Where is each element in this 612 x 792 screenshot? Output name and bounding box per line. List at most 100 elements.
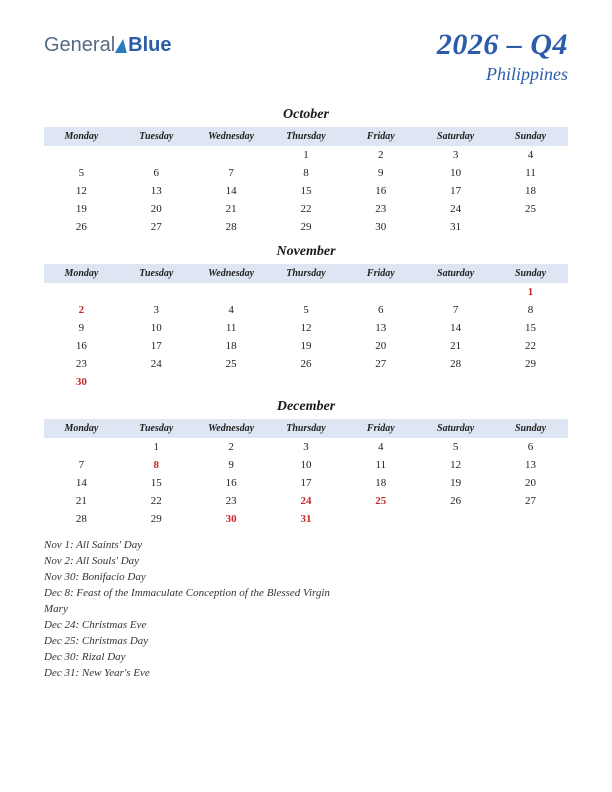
logo-triangle-icon: [115, 39, 129, 53]
calendar-cell: 21: [44, 492, 119, 510]
calendar-cell: 6: [493, 438, 568, 456]
calendar-cell: 15: [269, 182, 344, 200]
calendar-cell: 1: [269, 146, 344, 164]
calendar-cell: 9: [194, 456, 269, 474]
calendar-cell: 11: [194, 319, 269, 337]
logo-text-general: General: [44, 34, 115, 57]
calendar-cell: 16: [343, 182, 418, 200]
calendar-cell: 29: [269, 218, 344, 236]
calendar-cell: 13: [343, 319, 418, 337]
calendar-cell: 3: [269, 438, 344, 456]
calendar-cell: 28: [194, 218, 269, 236]
calendar-cell: 8: [493, 301, 568, 319]
calendar-cell: 26: [418, 492, 493, 510]
holiday-item: Nov 1: All Saints' Day: [44, 538, 344, 554]
weekday-header: Wednesday: [194, 264, 269, 283]
calendar-cell: 27: [343, 355, 418, 373]
calendar-cell: 9: [343, 164, 418, 182]
calendar-cell: [269, 373, 344, 391]
calendar-cell: 5: [44, 164, 119, 182]
calendar-cell: 12: [418, 456, 493, 474]
calendar-cell: 28: [44, 510, 119, 528]
calendar-cell: 23: [343, 200, 418, 218]
calendar-cell: [343, 373, 418, 391]
weekday-header: Sunday: [493, 127, 568, 146]
calendar-cell: 22: [269, 200, 344, 218]
calendar-cell: 7: [44, 456, 119, 474]
calendar-cell: 10: [269, 456, 344, 474]
month-block: OctoberMondayTuesdayWednesdayThursdayFri…: [44, 107, 568, 236]
calendar-cell: 22: [119, 492, 194, 510]
calendar-row: 21222324252627: [44, 492, 568, 510]
calendar-cell: [119, 373, 194, 391]
calendar-cell: 25: [194, 355, 269, 373]
logo: GeneralBlue: [44, 28, 172, 57]
calendar-cell: 20: [493, 474, 568, 492]
calendar-cell: 27: [119, 218, 194, 236]
calendar-cell: 22: [493, 337, 568, 355]
calendar-cell: 4: [343, 438, 418, 456]
weekday-header: Saturday: [418, 127, 493, 146]
calendar-cell: 31: [418, 218, 493, 236]
months-container: OctoberMondayTuesdayWednesdayThursdayFri…: [44, 107, 568, 528]
calendar-row: 1234: [44, 146, 568, 164]
calendar-row: 123456: [44, 438, 568, 456]
calendar-cell: [44, 438, 119, 456]
calendar-cell: 10: [418, 164, 493, 182]
weekday-header: Saturday: [418, 419, 493, 438]
calendar-row: 28293031: [44, 510, 568, 528]
calendar-cell: 23: [44, 355, 119, 373]
calendar-cell: 14: [418, 319, 493, 337]
calendar-cell: 6: [119, 164, 194, 182]
weekday-header: Thursday: [269, 127, 344, 146]
weekday-header: Wednesday: [194, 419, 269, 438]
calendar-cell: 20: [119, 200, 194, 218]
holiday-item: Dec 25: Christmas Day: [44, 634, 344, 650]
calendar-cell: 10: [119, 319, 194, 337]
calendar-cell: 24: [119, 355, 194, 373]
calendar-row: 567891011: [44, 164, 568, 182]
calendar-cell: 18: [194, 337, 269, 355]
calendar-cell: [493, 373, 568, 391]
calendar-cell: [194, 146, 269, 164]
calendar-cell: 17: [269, 474, 344, 492]
calendar-row: 2345678: [44, 301, 568, 319]
calendar-row: 23242526272829: [44, 355, 568, 373]
calendar-cell: [119, 283, 194, 301]
calendar-cell: 8: [269, 164, 344, 182]
calendar-cell: 13: [119, 182, 194, 200]
calendar-row: 16171819202122: [44, 337, 568, 355]
calendar-cell: 2: [44, 301, 119, 319]
calendar-cell: 14: [194, 182, 269, 200]
calendar-cell: [44, 146, 119, 164]
calendar-row: 9101112131415: [44, 319, 568, 337]
month-title: November: [44, 244, 568, 260]
calendar-cell: [418, 510, 493, 528]
weekday-header: Monday: [44, 264, 119, 283]
calendar-cell: 21: [194, 200, 269, 218]
calendar-cell: [343, 510, 418, 528]
calendar-cell: 17: [418, 182, 493, 200]
calendar-cell: 11: [493, 164, 568, 182]
header: GeneralBlue 2026 – Q4 Philippines: [44, 28, 568, 85]
month-block: DecemberMondayTuesdayWednesdayThursdayFr…: [44, 399, 568, 528]
calendar-cell: 21: [418, 337, 493, 355]
calendar-cell: 19: [269, 337, 344, 355]
title-block: 2026 – Q4 Philippines: [437, 28, 568, 85]
calendar-cell: 20: [343, 337, 418, 355]
calendar-cell: 3: [119, 301, 194, 319]
weekday-header: Thursday: [269, 264, 344, 283]
calendar-cell: [418, 373, 493, 391]
calendar-cell: 13: [493, 456, 568, 474]
weekday-header: Wednesday: [194, 127, 269, 146]
calendar-cell: 11: [343, 456, 418, 474]
calendar-cell: 4: [493, 146, 568, 164]
calendar-cell: 18: [343, 474, 418, 492]
calendar-cell: 9: [44, 319, 119, 337]
calendar-row: 262728293031: [44, 218, 568, 236]
weekday-header: Friday: [343, 264, 418, 283]
month-title: October: [44, 107, 568, 123]
calendar-cell: [418, 283, 493, 301]
calendar-cell: 19: [418, 474, 493, 492]
calendar-cell: 16: [44, 337, 119, 355]
